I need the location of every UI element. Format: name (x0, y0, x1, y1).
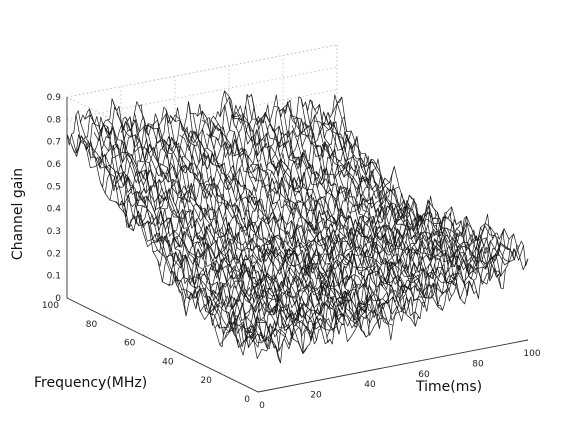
surface-cross-line (161, 113, 353, 333)
surface-cross-line (309, 99, 502, 289)
x-tick-label: 80 (472, 359, 484, 369)
box-edge (66, 44, 338, 98)
surface-cross-line (93, 122, 286, 348)
surface-cross-line (224, 90, 416, 327)
x-axis-label: Time(ms) (415, 379, 482, 395)
surface-strip (258, 241, 528, 390)
z-tick-label: 0.4 (47, 205, 62, 215)
axis-box (66, 97, 529, 393)
y-tick-label: 80 (86, 320, 98, 330)
z-tick-label: 0.2 (47, 249, 61, 259)
x-axis-line (257, 339, 529, 393)
y-axis-label: Frequency(MHz) (34, 375, 147, 391)
surface-cross-line (314, 120, 506, 277)
surface-cross-line (264, 120, 457, 293)
surface-cross-line (318, 122, 511, 265)
surface-cross-line (80, 122, 272, 359)
surface-cross-line (206, 125, 398, 321)
surface-cross-line (237, 111, 430, 302)
surface-cross-line (255, 114, 448, 297)
y-tick-label: 60 (124, 339, 136, 349)
z-tick-label: 0 (55, 294, 61, 304)
surface-cross-line (228, 101, 421, 319)
x-tick-label: 60 (418, 370, 430, 380)
surface-cross-line (120, 119, 313, 333)
surface-cross-line (327, 112, 520, 266)
grid-line (66, 66, 338, 120)
surface-mesh (66, 90, 529, 390)
y-tick-label: 40 (162, 357, 174, 367)
surface-cross-line (246, 94, 439, 306)
x-tick-label: 40 (364, 380, 376, 390)
y-tick-label: 20 (200, 376, 212, 386)
surface-cross-line (147, 119, 340, 335)
z-tick-label: 0.9 (47, 93, 62, 103)
z-tick-label: 0.6 (47, 160, 62, 170)
surface-cross-line (188, 101, 380, 329)
y-axis-line (66, 297, 259, 393)
x-tick-label: 0 (259, 401, 265, 411)
surface-cross-line (291, 125, 484, 275)
surface-cross-line (102, 124, 295, 346)
surface-cross-line (179, 130, 371, 323)
surface-cross-line (71, 134, 263, 348)
tick-labels: 0 0.1 0.2 0.3 0.4 0.5 0.6 0.7 0.8 0.9 0 20 40 60 80 100… (42, 93, 541, 411)
grid-line (66, 96, 259, 192)
z-tick-label: 0.5 (47, 182, 61, 192)
surface-cross-line (260, 111, 452, 297)
surface-cross-line (219, 104, 412, 321)
surface-cross-line (152, 126, 344, 335)
surface-cross-line (89, 108, 281, 364)
surface-cross-line (197, 110, 389, 326)
y-tick-label: 0 (244, 395, 250, 405)
z-tick-label: 0.7 (47, 138, 61, 148)
surface-cross-line (84, 114, 277, 349)
z-tick-label: 0.1 (47, 272, 61, 282)
z-tick-label: 0.3 (47, 227, 61, 237)
surface-cross-line (75, 114, 268, 356)
z-axis-label: Channel gain (10, 168, 26, 260)
surface-cross-line (66, 133, 259, 348)
surface-cross-line (201, 119, 394, 326)
surface-cross-line (323, 111, 515, 269)
surface-cross-line (215, 119, 407, 322)
surface-cross-line (143, 125, 335, 331)
z-tick-label: 0.8 (47, 115, 62, 125)
surface-cross-line (251, 94, 443, 311)
surface-cross-line (165, 109, 358, 343)
surface-cross-line (336, 96, 529, 271)
surface-cross-line (170, 115, 362, 331)
surface-cross-line (332, 102, 524, 263)
surface-cross-line (296, 117, 488, 284)
surface-cross-line (300, 98, 493, 285)
surface-cross-line (156, 137, 349, 331)
x-tick-label: 20 (310, 391, 322, 401)
x-tick-label: 100 (523, 349, 540, 359)
y-tick-label: 100 (42, 301, 59, 311)
